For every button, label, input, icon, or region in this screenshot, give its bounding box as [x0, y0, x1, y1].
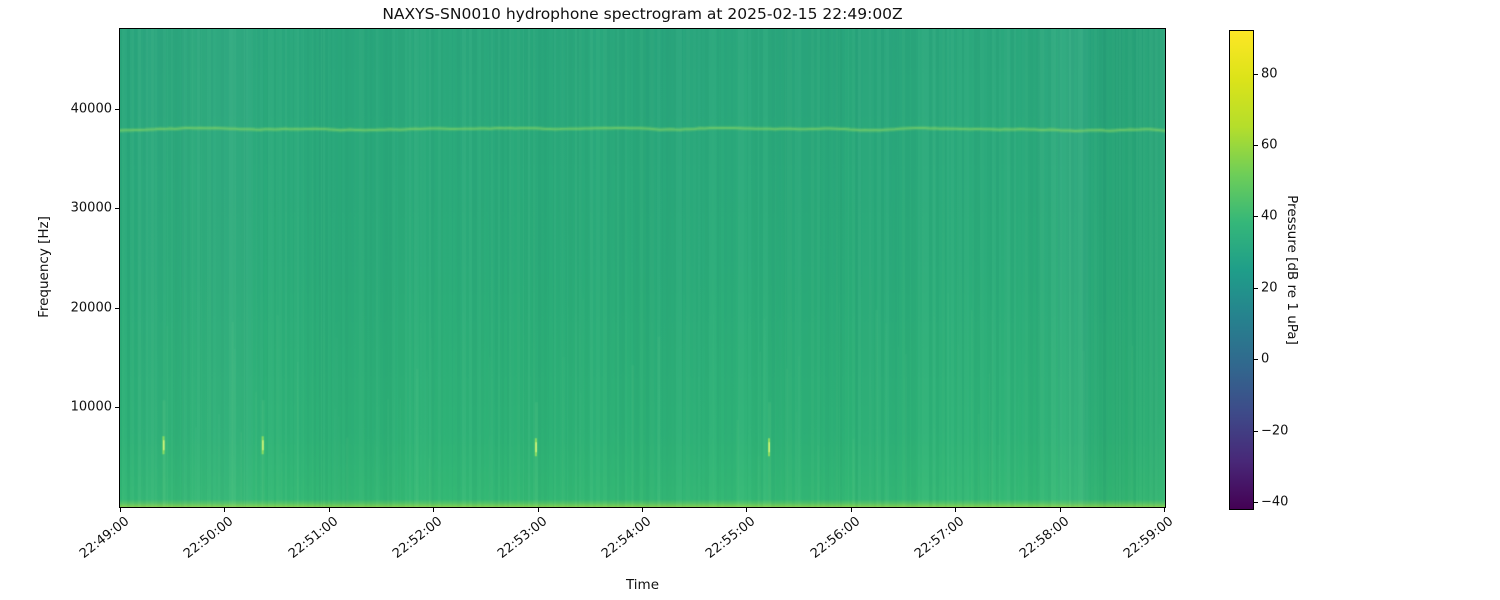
y-tick	[115, 407, 119, 409]
x-tick	[537, 508, 539, 512]
x-tick	[746, 508, 748, 512]
y-tick	[115, 208, 119, 210]
x-tick-label: 22:54:00	[598, 514, 655, 562]
x-tick	[328, 508, 330, 512]
plot-area	[119, 28, 1166, 508]
colorbar-tick-label: 80	[1261, 66, 1278, 82]
y-tick-label: 30000	[70, 200, 112, 216]
colorbar-tick-label: 0	[1261, 351, 1270, 367]
colorbar-tick-label: −20	[1261, 423, 1289, 439]
colorbar-tick	[1254, 73, 1258, 75]
x-tick-label: 22:55:00	[703, 514, 759, 562]
colorbar-tick	[1254, 430, 1258, 432]
x-tick-label: 22:58:00	[1016, 514, 1072, 562]
x-tick	[1164, 508, 1165, 512]
x-axis-label: Time	[625, 577, 660, 593]
y-tick-label: 10000	[70, 399, 112, 415]
x-tick	[850, 508, 852, 512]
chart-title: NAXYS-SN0010 hydrophone spectrogram at 2…	[382, 5, 903, 23]
colorbar-tick	[1254, 216, 1258, 218]
x-tick-label: 22:53:00	[494, 514, 550, 562]
y-tick-label: 40000	[70, 101, 112, 117]
x-tick	[433, 508, 435, 512]
colorbar-label: Pressure [dB re 1 uPa]	[1284, 195, 1300, 345]
x-tick-label: 22:59:00	[1120, 514, 1177, 562]
x-tick	[224, 508, 226, 512]
x-tick-label: 22:57:00	[912, 514, 968, 562]
colorbar	[1229, 30, 1254, 510]
x-tick	[120, 508, 121, 512]
colorbar-tick-label: −40	[1261, 494, 1289, 510]
colorbar-gradient	[1230, 31, 1253, 509]
colorbar-tick	[1254, 287, 1258, 289]
x-tick	[1059, 508, 1061, 512]
colorbar-tick-label: 20	[1261, 280, 1278, 296]
y-tick-label: 20000	[70, 300, 112, 316]
x-tick	[955, 508, 957, 512]
y-axis-label: Frequency [Hz]	[36, 216, 52, 318]
colorbar-tick	[1254, 359, 1258, 361]
colorbar-tick	[1254, 501, 1258, 503]
colorbar-tick-label: 40	[1261, 208, 1278, 224]
spectrogram-canvas	[120, 29, 1165, 507]
colorbar-tick	[1254, 145, 1258, 147]
x-tick-label: 22:49:00	[76, 514, 133, 562]
x-tick	[642, 508, 643, 512]
y-tick	[115, 108, 119, 110]
x-tick-label: 22:52:00	[390, 514, 446, 562]
x-tick-label: 22:50:00	[181, 514, 237, 562]
y-tick	[115, 307, 119, 309]
x-tick-label: 22:51:00	[285, 514, 342, 562]
x-tick-label: 22:56:00	[807, 514, 864, 562]
colorbar-tick-label: 60	[1261, 137, 1278, 153]
